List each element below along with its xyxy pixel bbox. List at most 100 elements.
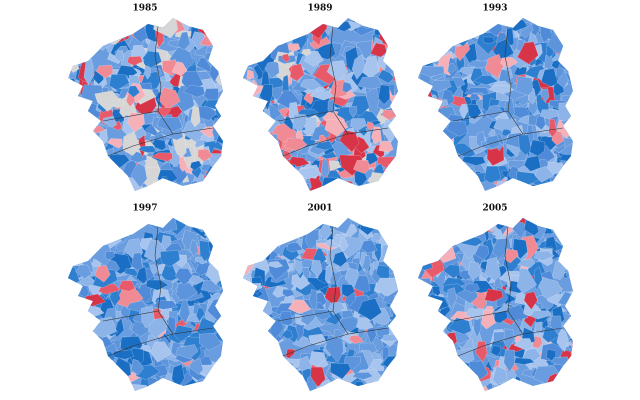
- municipality: [466, 218, 479, 239]
- municipality: [202, 18, 221, 29]
- municipality: [76, 130, 91, 148]
- municipality: [418, 18, 424, 33]
- municipality: [87, 140, 105, 156]
- municipality: [108, 218, 120, 231]
- municipality: [418, 95, 425, 105]
- municipality: [243, 18, 246, 33]
- municipality: [97, 380, 117, 391]
- municipality: [378, 84, 391, 105]
- municipality: [301, 48, 311, 57]
- municipality: [528, 101, 538, 116]
- municipality: [418, 234, 419, 245]
- municipality: [107, 138, 123, 149]
- municipality: [430, 156, 447, 185]
- municipality: [68, 80, 83, 103]
- municipality: [391, 172, 398, 184]
- municipality: [342, 81, 353, 93]
- municipality: [190, 180, 200, 191]
- municipality: [171, 61, 188, 77]
- municipality: [273, 222, 284, 248]
- municipality: [433, 347, 454, 371]
- municipality: [287, 299, 312, 314]
- municipality: [566, 162, 573, 181]
- municipality: [395, 249, 398, 268]
- municipality: [526, 184, 539, 191]
- municipality: [503, 349, 515, 373]
- municipality: [418, 119, 434, 138]
- municipality: [287, 27, 300, 37]
- municipality: [554, 219, 564, 233]
- municipality: [555, 382, 573, 391]
- municipality: [68, 155, 74, 164]
- municipality: [69, 84, 81, 95]
- municipality: [418, 183, 438, 191]
- municipality: [422, 43, 433, 63]
- municipality: [441, 181, 454, 191]
- municipality: [418, 343, 420, 365]
- municipality: [382, 372, 398, 391]
- municipality: [176, 135, 187, 159]
- municipality: [566, 228, 573, 247]
- municipality: [418, 284, 429, 299]
- municipality: [468, 218, 479, 227]
- municipality: [493, 383, 503, 391]
- municipality: [68, 244, 75, 269]
- municipality: [145, 279, 169, 291]
- municipality: [198, 189, 222, 191]
- municipality: [282, 289, 295, 298]
- municipality: [101, 379, 117, 391]
- municipality: [422, 23, 446, 44]
- municipality: [419, 278, 432, 289]
- municipality: [475, 386, 489, 391]
- municipality: [523, 155, 541, 172]
- municipality: [127, 112, 145, 133]
- municipality: [437, 366, 455, 387]
- municipality: [71, 320, 89, 332]
- municipality: [254, 363, 267, 375]
- municipality: [434, 167, 450, 190]
- municipality: [418, 296, 439, 311]
- municipality: [265, 24, 281, 32]
- municipality: [418, 36, 434, 52]
- province-border: [452, 25, 564, 157]
- municipality: [294, 259, 303, 276]
- municipality: [418, 126, 423, 143]
- municipality: [432, 285, 441, 297]
- municipality: [396, 20, 398, 36]
- municipality: [392, 255, 398, 278]
- municipality: [68, 164, 74, 186]
- municipality: [435, 146, 448, 157]
- municipality: [455, 181, 471, 191]
- municipalities: [243, 218, 398, 391]
- municipality: [99, 30, 111, 46]
- municipality: [332, 251, 348, 267]
- municipality: [418, 329, 420, 352]
- municipality: [243, 354, 257, 372]
- municipality: [243, 237, 252, 246]
- municipality: [244, 384, 261, 391]
- municipality: [80, 163, 98, 182]
- municipality: [156, 107, 171, 118]
- municipality: [428, 18, 454, 33]
- municipality: [426, 145, 436, 165]
- municipality: [341, 283, 356, 298]
- municipality: [218, 182, 223, 191]
- municipality: [243, 178, 262, 190]
- municipality: [386, 162, 398, 182]
- municipality: [421, 40, 435, 63]
- municipality: [91, 218, 101, 237]
- choropleth-map: [68, 218, 223, 391]
- municipality: [175, 344, 199, 359]
- municipality: [243, 280, 251, 302]
- municipality: [106, 218, 118, 227]
- municipality: [515, 75, 534, 96]
- municipality: [436, 323, 445, 337]
- municipality: [289, 63, 305, 82]
- municipality: [255, 360, 279, 380]
- municipality: [79, 177, 99, 191]
- municipality: [250, 29, 266, 53]
- municipality: [96, 64, 114, 79]
- municipality: [127, 18, 138, 27]
- municipality: [68, 153, 78, 168]
- municipality: [288, 176, 296, 191]
